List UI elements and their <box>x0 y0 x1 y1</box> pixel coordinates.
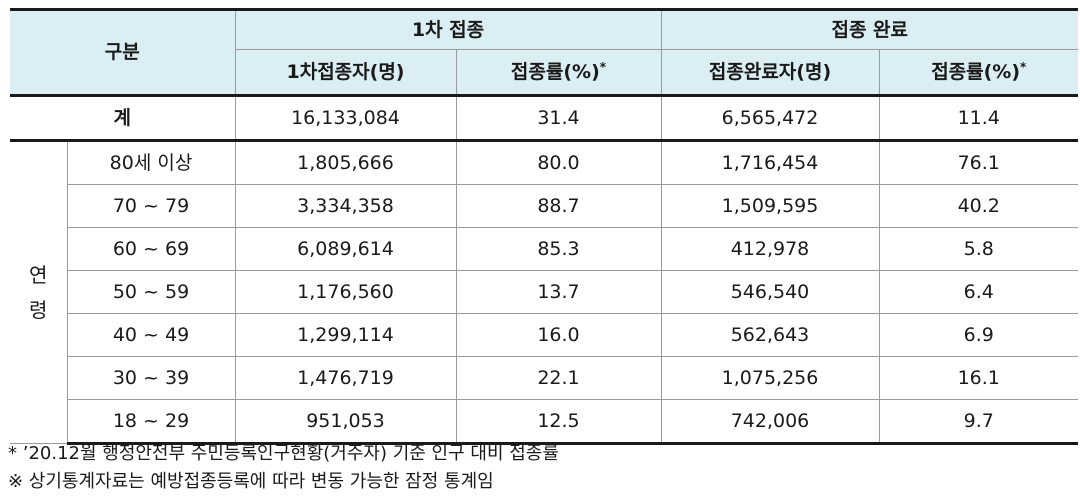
complete-dose-count-header: 접종완료자(명) <box>660 49 880 97</box>
total-first-rate: 31.4 <box>455 95 662 142</box>
first-dose-rate: 22.1 <box>455 356 662 400</box>
age-group-label-char: 령 <box>29 297 48 322</box>
table-row: 연 령 80세 이상 1,805,666 80.0 1,716,454 76.1 <box>10 140 1079 444</box>
table-row: 18 ~ 29 951,053 12.5 742,006 9.7 <box>10 399 1079 445</box>
complete-dose-rate: 9.7 <box>878 399 1079 445</box>
age-label: 60 ~ 69 <box>67 227 236 271</box>
first-dose-rate: 80.0 <box>455 140 662 185</box>
first-dose-rate: 85.3 <box>455 227 662 271</box>
complete-dose-count: 562,643 <box>660 313 880 357</box>
complete-dose-rate: 5.8 <box>878 227 1079 271</box>
first-dose-rate: 13.7 <box>455 270 662 314</box>
complete-dose-count: 1,509,595 <box>660 184 880 228</box>
first-dose-rate: 88.7 <box>455 184 662 228</box>
complete-dose-rate: 76.1 <box>878 140 1079 185</box>
total-complete-count: 6,565,472 <box>660 95 880 142</box>
first-dose-group-header: 1차 접종 <box>234 9 662 50</box>
complete-dose-count: 546,540 <box>660 270 880 314</box>
complete-dose-group-header: 접종 완료 <box>660 9 1079 50</box>
footnotes: * ’20.12월 행정안전부 주민등록인구현황(거주자) 기준 인구 대비 접… <box>8 440 559 496</box>
complete-dose-rate-header: 접종률(%)* <box>878 49 1079 97</box>
first-dose-rate: 12.5 <box>455 399 662 445</box>
rate-footnote-marker-2: * <box>1020 59 1027 74</box>
complete-dose-count: 412,978 <box>660 227 880 271</box>
complete-dose-count: 1,716,454 <box>660 140 880 185</box>
rate-footnote-marker: * <box>599 59 607 74</box>
total-section: 계 16,133,084 31.4 6,565,472 11.4 <box>10 95 1079 142</box>
complete-dose-rate: 40.2 <box>878 184 1079 228</box>
total-complete-rate: 11.4 <box>878 95 1079 142</box>
first-dose-count-header: 1차접종자(명) <box>235 49 457 97</box>
footnote-rate-basis: * ’20.12월 행정안전부 주민등록인구현황(거주자) 기준 인구 대비 접… <box>8 443 559 464</box>
age-label: 40 ~ 49 <box>67 313 236 357</box>
total-first-count: 16,133,084 <box>234 95 457 142</box>
complete-dose-rate: 16.1 <box>878 356 1079 400</box>
complete-dose-count: 1,075,256 <box>660 356 880 400</box>
age-section: 연 령 80세 이상 1,805,666 80.0 1,716,454 76.1 70 ~ 7… <box>10 140 1079 445</box>
first-dose-count: 1,299,114 <box>234 313 457 357</box>
complete-dose-rate: 6.9 <box>878 313 1079 357</box>
table-row: 30 ~ 39 1,476,719 22.1 1,075,256 16.1 <box>10 356 1079 400</box>
table-row: 40 ~ 49 1,299,114 16.0 562,643 6.9 <box>10 313 1079 357</box>
complete-dose-rate: 6.4 <box>878 270 1079 314</box>
age-label: 30 ~ 39 <box>67 356 236 400</box>
first-dose-count: 951,053 <box>234 399 457 445</box>
complete-dose-count: 742,006 <box>660 399 880 445</box>
category-header: 구분 <box>10 9 236 97</box>
table-row: 70 ~ 79 3,334,358 88.7 1,509,595 40.2 <box>10 184 1079 228</box>
vaccination-table: 구분 1차 접종 접종 완료 1차접종자(명) 접종률(%)* 접종완료자(명)… <box>10 8 1079 445</box>
first-dose-count: 3,334,358 <box>234 184 457 228</box>
total-label: 계 <box>10 95 236 142</box>
first-dose-rate: 16.0 <box>455 313 662 357</box>
age-label: 80세 이상 <box>66 140 236 185</box>
first-dose-count: 1,176,560 <box>234 270 457 314</box>
complete-dose-rate-header-label: 접종률(%) <box>931 60 1021 83</box>
first-dose-count: 1,805,666 <box>234 140 457 185</box>
age-group-label-char: 연 <box>29 262 48 287</box>
first-dose-count: 6,089,614 <box>234 227 457 271</box>
table-row: 60 ~ 69 6,089,614 85.3 412,978 5.8 <box>10 227 1079 271</box>
age-label: 18 ~ 29 <box>67 399 236 445</box>
vaccination-table-container: 구분 1차 접종 접종 완료 1차접종자(명) 접종률(%)* 접종완료자(명)… <box>10 8 1079 445</box>
table-header: 구분 1차 접종 접종 완료 1차접종자(명) 접종률(%)* 접종완료자(명)… <box>10 9 1079 97</box>
age-label: 70 ~ 79 <box>67 184 236 228</box>
table-row: 50 ~ 59 1,176,560 13.7 546,540 6.4 <box>10 270 1079 314</box>
age-label: 50 ~ 59 <box>67 270 236 314</box>
first-dose-rate-header-label: 접종률(%) <box>510 60 600 83</box>
first-dose-rate-header: 접종률(%)* <box>455 49 662 97</box>
total-row: 계 16,133,084 31.4 6,565,472 11.4 <box>10 95 1079 142</box>
footnote-provisional: ※ 상기통계자료는 예방접종등록에 따라 변동 가능한 잠정 통계임 <box>8 471 494 492</box>
first-dose-count: 1,476,719 <box>234 356 457 400</box>
